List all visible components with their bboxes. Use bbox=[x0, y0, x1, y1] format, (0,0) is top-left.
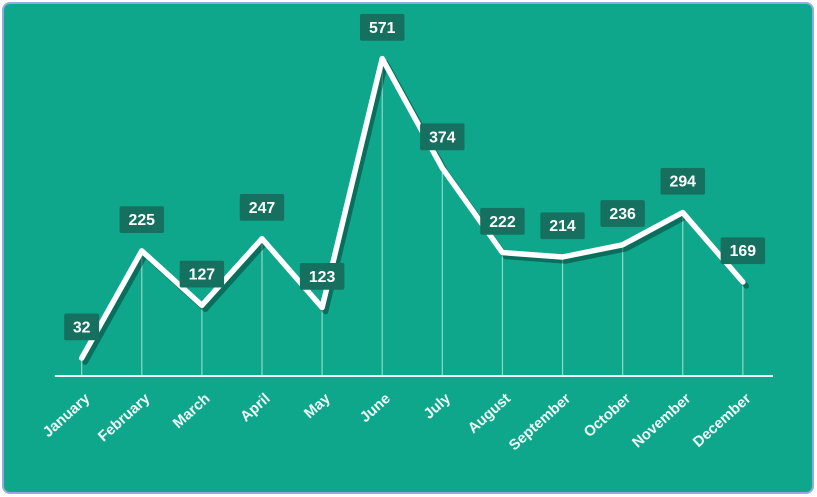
month-label: February bbox=[95, 390, 154, 445]
month-label: June bbox=[357, 391, 393, 426]
series-line bbox=[78, 55, 746, 361]
month-label: December bbox=[690, 391, 754, 451]
month-label: January bbox=[40, 390, 94, 441]
value-label: 169 bbox=[730, 243, 757, 260]
value-label-box bbox=[64, 313, 100, 341]
value-label-box bbox=[359, 13, 405, 41]
value-label-box bbox=[660, 167, 705, 195]
value-label: 374 bbox=[429, 129, 456, 146]
month-label: November bbox=[630, 391, 695, 452]
value-label-box bbox=[239, 194, 285, 221]
value-label: 32 bbox=[73, 319, 91, 336]
series-line-shadow bbox=[82, 59, 750, 365]
month-label: May bbox=[302, 390, 335, 422]
month-label: October bbox=[581, 391, 634, 441]
value-label-box bbox=[480, 207, 525, 235]
value-label: 222 bbox=[489, 214, 516, 231]
value-label-box bbox=[420, 123, 465, 151]
month-label: August bbox=[465, 391, 514, 437]
value-label-box bbox=[179, 260, 225, 288]
value-label: 214 bbox=[549, 218, 576, 235]
value-label-box bbox=[119, 206, 164, 234]
value-label: 225 bbox=[129, 212, 156, 229]
monthly-line-chart: 32 225 127 247 123 571 374 222 214 236 294 169 Janua… bbox=[40, 13, 774, 454]
month-label: July bbox=[421, 390, 454, 422]
value-label-box bbox=[600, 200, 645, 227]
value-label: 294 bbox=[670, 174, 697, 191]
value-label: 236 bbox=[609, 206, 636, 223]
value-label-box bbox=[720, 237, 766, 265]
month-label: September bbox=[506, 391, 574, 454]
value-label: 123 bbox=[309, 269, 336, 286]
value-label: 571 bbox=[369, 20, 396, 37]
value-label-box bbox=[540, 212, 585, 240]
value-label: 247 bbox=[249, 200, 276, 217]
month-label: April bbox=[238, 391, 274, 426]
value-label: 127 bbox=[189, 267, 216, 284]
value-label-box bbox=[299, 262, 345, 290]
month-label: March bbox=[170, 391, 213, 432]
